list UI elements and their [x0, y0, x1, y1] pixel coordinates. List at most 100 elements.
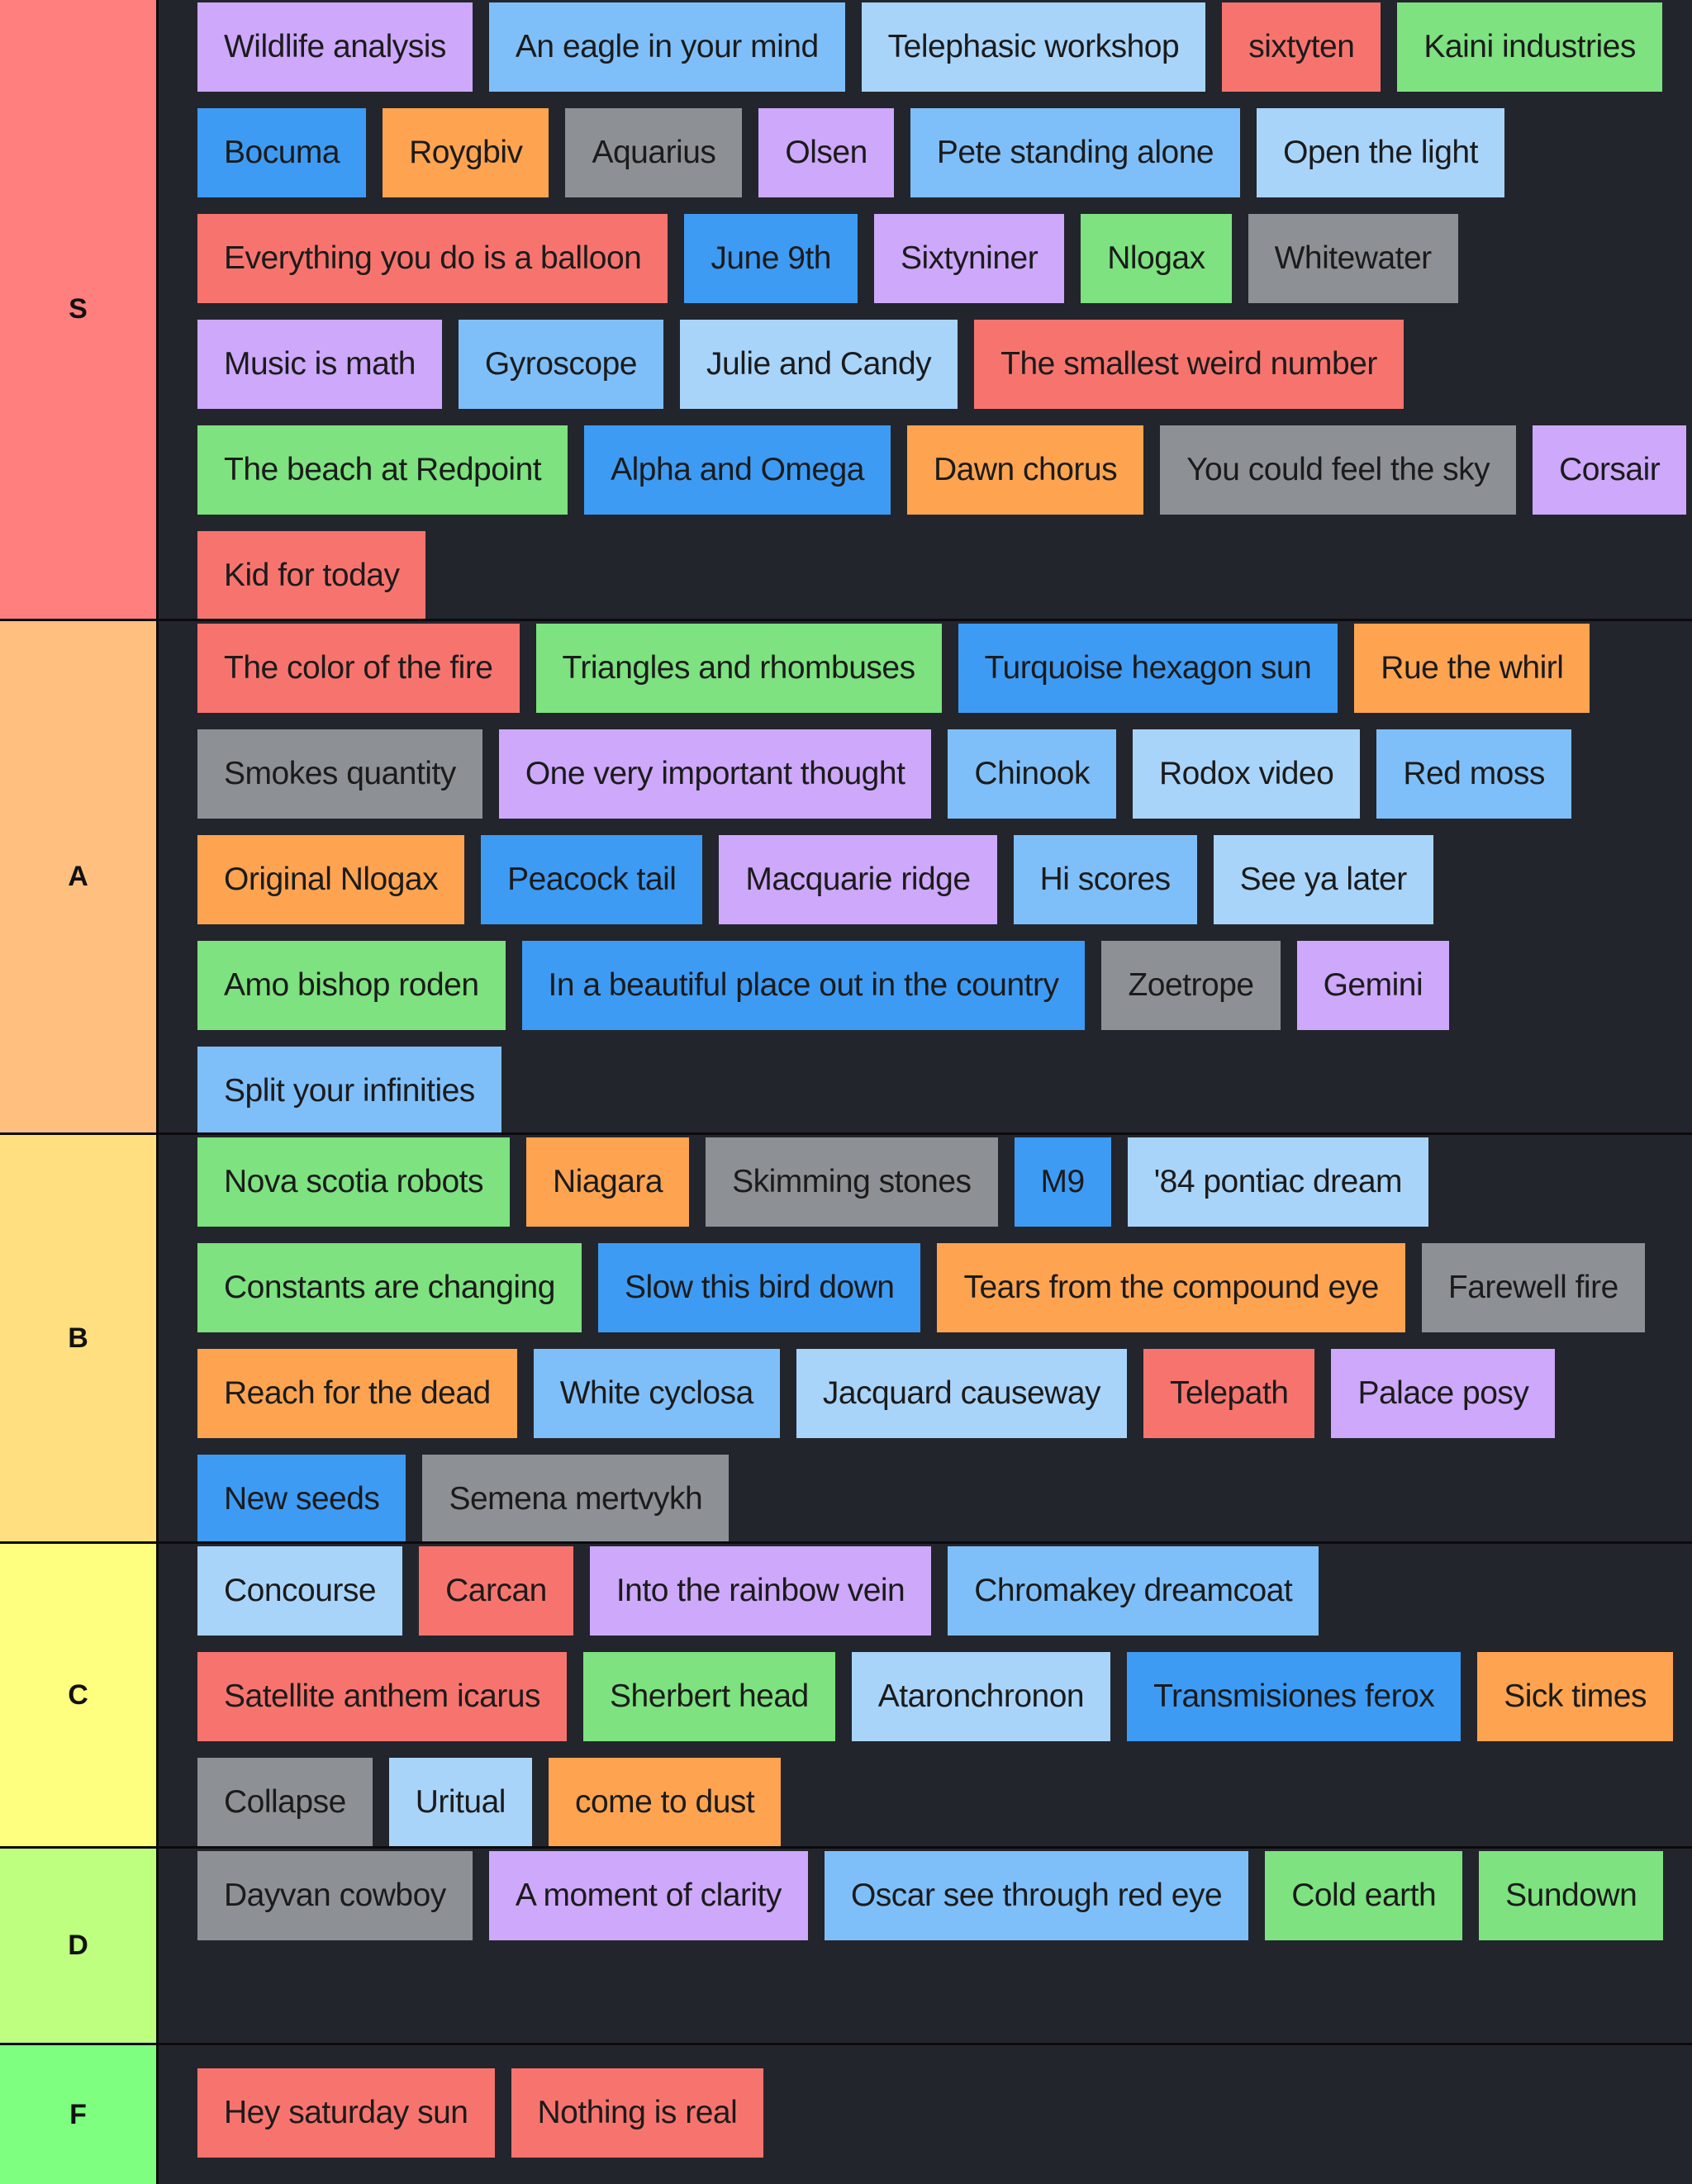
tier-label: A — [0, 621, 159, 1132]
tier-item[interactable]: Whitewater — [1248, 214, 1458, 303]
tier-item[interactable]: Julie and Candy — [679, 320, 958, 409]
tier-item[interactable]: The beach at Redpoint — [197, 425, 568, 515]
tier-item[interactable]: Open the light — [1257, 108, 1504, 197]
tier-item[interactable]: Peacock tail — [481, 835, 703, 924]
tier-label: D — [0, 1849, 159, 2043]
tier-items: The color of the fire Triangles and rhomb… — [159, 621, 1692, 1132]
tier-item[interactable]: Nova scotia robots — [197, 1137, 510, 1227]
tier-item[interactable]: New seeds — [197, 1455, 406, 1541]
tier-item[interactable]: Dawn chorus — [907, 425, 1144, 515]
tier-item[interactable]: Kaini industries — [1397, 2, 1662, 92]
tier-row: A The color of the fire Triangles and rhom… — [0, 621, 1692, 1135]
tier-item[interactable]: Everything you do is a balloon — [197, 214, 668, 303]
tier-item[interactable]: Carcan — [419, 1546, 573, 1636]
tier-item[interactable]: Niagara — [526, 1137, 690, 1227]
tier-item[interactable]: Hi scores — [1013, 835, 1197, 924]
tier-item[interactable]: White cyclosa — [533, 1349, 780, 1438]
tier-item[interactable]: Wildlife analysis — [197, 2, 473, 92]
tier-item[interactable]: Smokes quantity — [197, 729, 482, 819]
tier-item[interactable]: Music is math — [197, 320, 442, 409]
tier-item[interactable]: Collapse — [197, 1758, 373, 1846]
tier-item[interactable]: Aquarius — [565, 108, 743, 197]
tier-items: Concourse Carcan Into the rainbow vein Chro… — [159, 1544, 1692, 1846]
tier-item[interactable]: Dayvan cowboy — [197, 1851, 473, 1940]
tier-label: B — [0, 1135, 159, 1541]
tier-row: B Nova scotia robots Niagara Skimming stone… — [0, 1135, 1692, 1544]
tier-item[interactable]: Sick times — [1477, 1652, 1673, 1741]
tier-item[interactable]: Chromakey dreamcoat — [948, 1546, 1319, 1636]
tier-item[interactable]: Ataronchronon — [851, 1652, 1111, 1741]
tier-item[interactable]: come to dust — [548, 1758, 782, 1846]
tier-item[interactable]: Kid for today — [197, 531, 426, 619]
tier-item[interactable]: Transmisiones ferox — [1127, 1652, 1461, 1741]
tier-item[interactable]: Skimming stones — [706, 1137, 998, 1227]
tier-item[interactable]: Sundown — [1479, 1851, 1664, 1940]
tier-item[interactable]: Tears from the compound eye — [937, 1243, 1405, 1332]
tier-items: Nova scotia robots Niagara Skimming stones… — [159, 1135, 1692, 1541]
tier-label: S — [0, 0, 159, 619]
tier-item[interactable]: Palace posy — [1331, 1349, 1556, 1438]
tier-item[interactable]: Olsen — [758, 108, 894, 197]
tier-item[interactable]: Satellite anthem icarus — [197, 1652, 568, 1741]
tier-label: F — [0, 2045, 159, 2184]
tier-item[interactable]: Gyroscope — [458, 320, 663, 409]
tier-item[interactable]: A moment of clarity — [488, 1851, 808, 1940]
tier-item[interactable]: Gemini — [1296, 941, 1450, 1030]
tier-item[interactable]: Constants are changing — [197, 1243, 582, 1332]
tier-item[interactable]: You could feel the sky — [1160, 425, 1517, 515]
tier-item[interactable]: See ya later — [1213, 835, 1433, 924]
tier-item[interactable]: Telepath — [1143, 1349, 1315, 1438]
tier-item[interactable]: Telephasic workshop — [861, 2, 1206, 92]
tier-item[interactable]: Pete standing alone — [910, 108, 1241, 197]
tier-item[interactable]: Into the rainbow vein — [589, 1546, 932, 1636]
tier-items: Wildlife analysis An eagle in your mind Te… — [159, 0, 1692, 619]
tier-item[interactable]: An eagle in your mind — [488, 2, 845, 92]
tier-item[interactable]: Oscar see through red eye — [824, 1851, 1249, 1940]
tier-item[interactable]: sixtyten — [1222, 2, 1381, 92]
tier-item[interactable]: Corsair — [1533, 425, 1687, 515]
tier-item[interactable]: Roygbiv — [383, 108, 549, 197]
tier-item[interactable]: M9 — [1014, 1137, 1111, 1227]
tier-item[interactable]: Cold earth — [1265, 1851, 1463, 1940]
tier-item[interactable]: Semena mertvykh — [422, 1455, 730, 1541]
tier-item[interactable]: Turquoise hexagon sun — [958, 624, 1338, 713]
tier-item[interactable]: Macquarie ridge — [719, 835, 997, 924]
tier-item[interactable]: One very important thought — [498, 729, 932, 819]
tier-row: D Dayvan cowboy A moment of clarity Oscar s… — [0, 1849, 1692, 2045]
tier-item[interactable]: Chinook — [948, 729, 1116, 819]
tier-item[interactable]: Reach for the dead — [197, 1349, 517, 1438]
tier-row: S Wildlife analysis An eagle in your mind T… — [0, 0, 1692, 621]
tier-item[interactable]: Farewell fire — [1421, 1243, 1645, 1332]
tier-item[interactable]: Triangles and rhombuses — [535, 624, 942, 713]
tier-item[interactable]: '84 pontiac dream — [1127, 1137, 1429, 1227]
tier-item[interactable]: Uritual — [388, 1758, 532, 1846]
tier-item[interactable]: Hey saturday sun — [197, 2068, 495, 2158]
tier-item[interactable]: Red moss — [1376, 729, 1571, 819]
tier-row: C Concourse Carcan Into the rainbow vein Chr… — [0, 1544, 1692, 1849]
tier-item[interactable]: Split your infinities — [197, 1047, 501, 1132]
tier-item[interactable]: Rue the whirl — [1354, 624, 1590, 713]
tier-item[interactable]: Concourse — [197, 1546, 403, 1636]
tier-item[interactable]: Bocuma — [197, 108, 367, 197]
tier-label: C — [0, 1544, 159, 1846]
tier-item[interactable]: The smallest weird number — [974, 320, 1404, 409]
tier-item[interactable]: Amo bishop roden — [197, 941, 506, 1030]
tier-item[interactable]: Sixtyniner — [873, 214, 1065, 303]
tier-item[interactable]: Original Nlogax — [197, 835, 465, 924]
tier-item[interactable]: Zoetrope — [1101, 941, 1281, 1030]
tier-item[interactable]: The color of the fire — [197, 624, 520, 713]
tier-items: Dayvan cowboy A moment of clarity Oscar se… — [159, 1849, 1692, 2043]
tier-item[interactable]: Slow this bird down — [597, 1243, 921, 1332]
tier-item[interactable]: Rodox video — [1133, 729, 1361, 819]
tier-item[interactable]: Jacquard causeway — [796, 1349, 1128, 1438]
tier-item[interactable]: Nlogax — [1081, 214, 1232, 303]
tier-items: Hey saturday sun Nothing is real — [159, 2045, 1692, 2184]
tier-row: F Hey saturday sun Nothing is real — [0, 2045, 1692, 2184]
tier-item[interactable]: Alpha and Omega — [584, 425, 891, 515]
tier-item[interactable]: June 9th — [684, 214, 858, 303]
tier-item[interactable]: Nothing is real — [511, 2068, 764, 2158]
tier-item[interactable]: Sherbert head — [583, 1652, 835, 1741]
tier-item[interactable]: In a beautiful place out in the country — [521, 941, 1086, 1030]
